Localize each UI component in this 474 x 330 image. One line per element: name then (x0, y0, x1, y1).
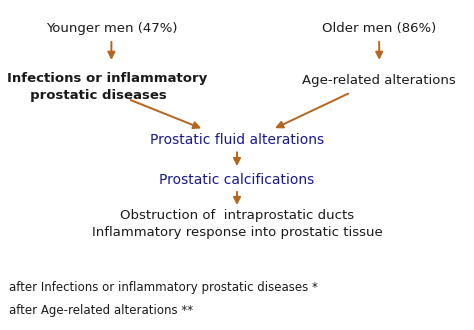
Text: Prostatic fluid alterations: Prostatic fluid alterations (150, 133, 324, 147)
Text: after Age-related alterations **: after Age-related alterations ** (9, 304, 192, 317)
Text: Obstruction of  intraprostatic ducts
Inflammatory response into prostatic tissue: Obstruction of intraprostatic ducts Infl… (91, 210, 383, 239)
Text: Younger men (47%): Younger men (47%) (46, 21, 177, 35)
Text: Age-related alterations: Age-related alterations (302, 74, 456, 87)
Text: Prostatic calcifications: Prostatic calcifications (159, 173, 315, 187)
Text: Older men (86%): Older men (86%) (322, 21, 437, 35)
Text: Infections or inflammatory
     prostatic diseases: Infections or inflammatory prostatic dis… (7, 73, 207, 102)
Text: after Infections or inflammatory prostatic diseases *: after Infections or inflammatory prostat… (9, 280, 318, 294)
